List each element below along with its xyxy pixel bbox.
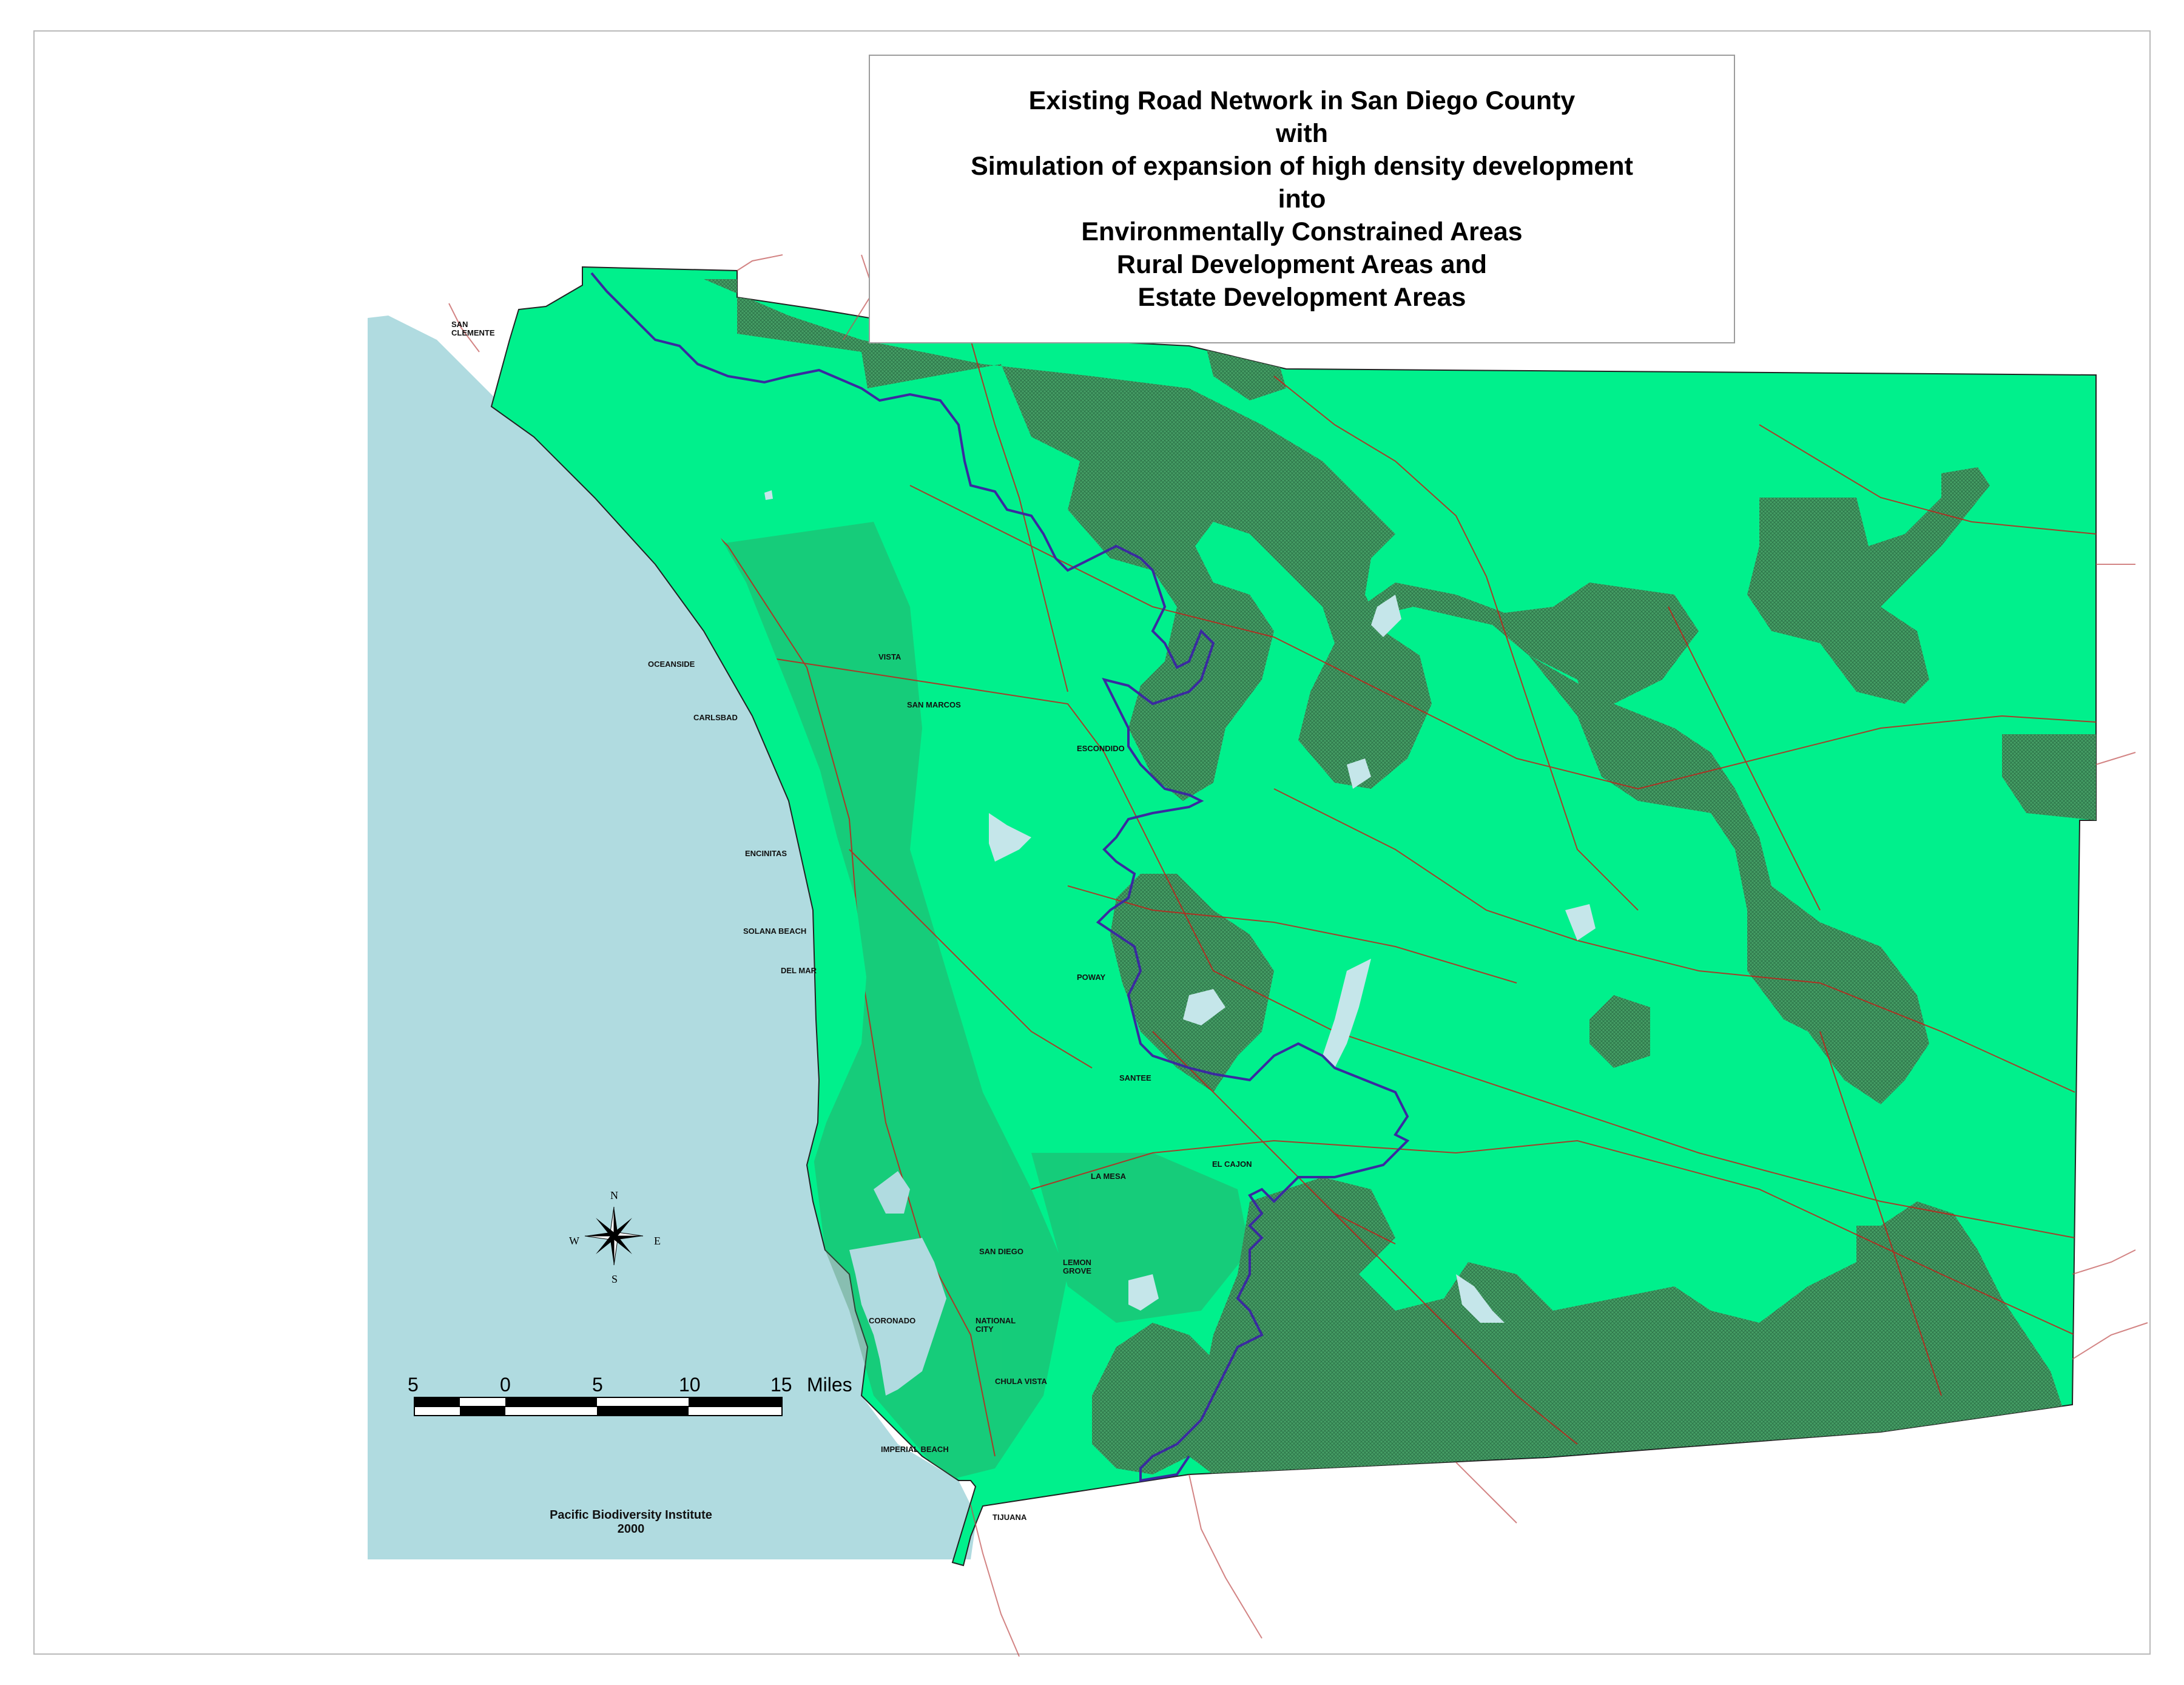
title-line-4: into	[1278, 184, 1326, 214]
scale-bar	[414, 1397, 783, 1416]
title-line-2: with	[1276, 119, 1328, 148]
credit-year: 2000	[617, 1522, 645, 1536]
compass-east-label: E	[654, 1235, 661, 1247]
title-line-6: Rural Development Areas and	[1116, 250, 1488, 279]
place-label-san-clemente-line-2: CLEMENTE	[451, 328, 495, 337]
place-label-national-city: NATIONAL CITY	[976, 1317, 1016, 1334]
place-label-del-mar: DEL MAR	[781, 966, 817, 975]
compass-rose-icon	[584, 1206, 644, 1266]
scale-unit-label: Miles	[807, 1374, 852, 1396]
title-line-5: Environmentally Constrained Areas	[1081, 217, 1523, 246]
place-label-la-mesa: LA MESA	[1091, 1172, 1127, 1181]
place-label-carlsbad: CARLSBAD	[693, 713, 738, 722]
place-label-el-cajon: EL CAJON	[1212, 1160, 1252, 1169]
development-boundary-line	[590, 272, 1410, 1482]
scale-tick-label: 10	[679, 1374, 701, 1396]
place-label-lemon-grove: LEMON GROVE	[1063, 1258, 1091, 1275]
place-label-solana-beach: SOLANA BEACH	[743, 927, 807, 936]
place-label-santee: SANTEE	[1119, 1073, 1151, 1082]
scale-tick-label: 5	[592, 1374, 603, 1396]
map-title-box: Existing Road Network in San Diego Count…	[869, 55, 1735, 343]
place-label-national-city-line-1: NATIONAL	[976, 1316, 1016, 1325]
credit-organization: Pacific Biodiversity Institute	[550, 1508, 712, 1522]
place-label-san-clemente: SAN CLEMENTE	[451, 320, 495, 337]
compass-west-label: W	[569, 1235, 579, 1247]
place-label-encinitas: ENCINITAS	[745, 849, 787, 858]
scale-tick-label: 5	[408, 1374, 419, 1396]
map-credit: Pacific Biodiversity Institute 2000	[522, 1508, 740, 1536]
place-label-vista: VISTA	[878, 652, 902, 661]
compass-north-label: N	[610, 1189, 618, 1201]
place-label-chula-vista: CHULA VISTA	[995, 1377, 1047, 1386]
scale-tick-label: 0	[500, 1374, 511, 1396]
place-label-tijuana: TIJUANA	[993, 1513, 1027, 1522]
place-label-lemon-grove-line-1: LEMON	[1063, 1258, 1091, 1267]
place-label-san-clemente-line-1: SAN	[451, 320, 468, 329]
map-frame	[33, 30, 2151, 1655]
water-bodies	[764, 490, 1596, 1323]
place-label-lemon-grove-line-2: GROVE	[1063, 1266, 1091, 1275]
title-line-1: Existing Road Network in San Diego Count…	[1028, 86, 1576, 115]
scale-tick-label: 15	[770, 1374, 792, 1396]
place-label-poway: POWAY	[1077, 973, 1106, 982]
place-label-escondido: ESCONDIDO	[1077, 744, 1125, 753]
place-label-national-city-line-2: CITY	[976, 1325, 994, 1334]
place-label-coronado: CORONADO	[869, 1316, 916, 1325]
place-label-san-marcos: SAN MARCOS	[907, 700, 961, 709]
title-line-3: Simulation of expansion of high density …	[971, 152, 1633, 181]
compass-south-label: S	[612, 1273, 618, 1285]
county-land	[490, 266, 2097, 1567]
place-label-imperial-beach: IMPERIAL BEACH	[881, 1445, 949, 1454]
place-label-oceanside: OCEANSIDE	[648, 660, 695, 669]
title-line-7: Estate Development Areas	[1138, 283, 1466, 312]
place-label-san-diego: SAN DIEGO	[979, 1247, 1023, 1256]
bay-features	[849, 1171, 946, 1396]
